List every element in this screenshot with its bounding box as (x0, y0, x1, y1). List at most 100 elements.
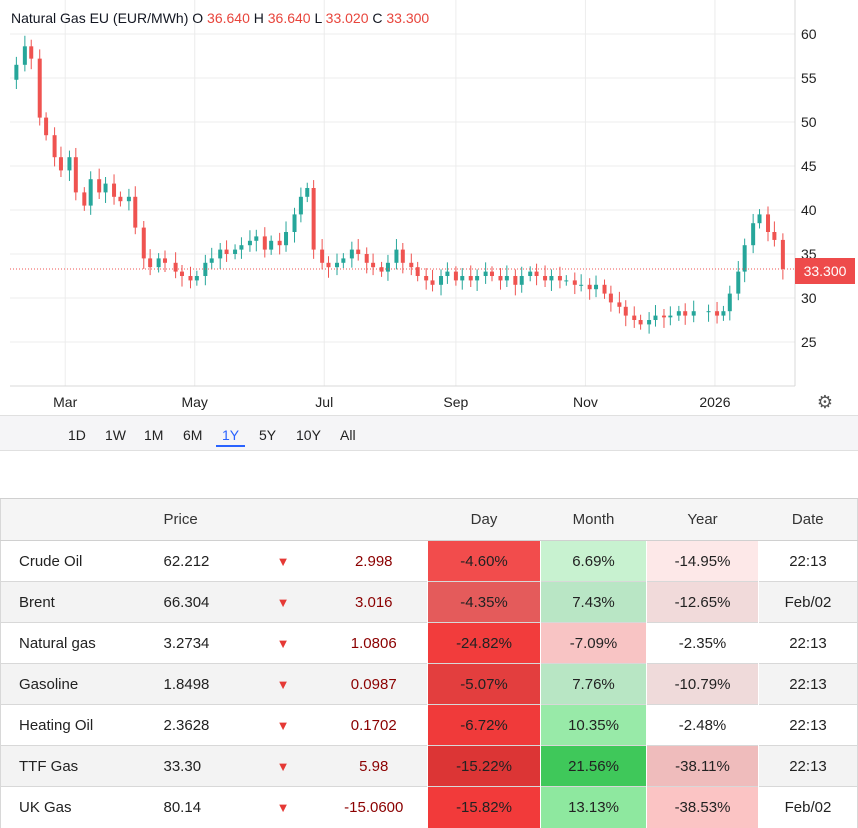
candle-body (118, 196, 123, 202)
range-6m[interactable]: 6M (183, 427, 203, 443)
table-row[interactable]: Gasoline 1.8498 ▼ 0.0987 -5.07% 7.76% -10.79% 2… (0, 663, 858, 705)
table-row[interactable]: Brent 66.304 ▼ 3.016 -4.35% 7.43% -12.65% Feb/0… (0, 581, 858, 623)
candle-body (534, 271, 539, 276)
y-tick-label: 55 (801, 70, 817, 86)
change-cell: 5.98 (320, 745, 428, 787)
candle-body (683, 311, 688, 316)
candle-body (617, 302, 622, 307)
header-arrow (245, 498, 321, 541)
down-arrow-icon: ▼ (245, 581, 321, 623)
x-tick-label: Mar (53, 394, 77, 410)
day-change-cell: -5.07% (427, 663, 541, 705)
high-value: 36.640 (267, 10, 311, 26)
change-cell: 3.016 (320, 581, 428, 623)
month-change-cell: -7.09% (540, 622, 647, 664)
month-change-cell: 13.13% (540, 786, 647, 828)
low-label: L (314, 10, 322, 26)
candle-body (341, 258, 346, 263)
candle-body (691, 311, 696, 316)
last-price-tag: 33.300 (795, 258, 855, 284)
candle-body (88, 179, 93, 206)
candle-body (780, 239, 785, 269)
open-label: O (192, 10, 204, 26)
day-change-cell: -15.82% (427, 786, 541, 828)
candle-body (727, 293, 732, 312)
candle-body (14, 64, 19, 80)
commodities-table: Price Day Month Year Date Crude Oil 62.21… (0, 498, 858, 828)
y-tick-label: 40 (801, 202, 817, 218)
range-10y[interactable]: 10Y (296, 427, 321, 443)
down-arrow-icon: ▼ (245, 704, 321, 746)
commodities-table-wrap: Price Day Month Year Date Crude Oil 62.21… (0, 498, 858, 828)
ohlc-legend: Natural Gas EU (EUR/MWh) O 36.640 H 36.6… (11, 10, 429, 26)
year-change-cell: -10.79% (646, 663, 759, 705)
candle-body (772, 232, 777, 240)
candle-body (22, 46, 27, 65)
candle-body (715, 311, 720, 316)
x-tick-label: Sep (443, 394, 468, 410)
candle-body (742, 245, 747, 272)
commodity-name: TTF Gas (0, 745, 146, 787)
date-cell: 22:13 (758, 622, 858, 664)
candle-body (371, 262, 376, 268)
candle-body (133, 196, 138, 228)
y-tick-label: 60 (801, 26, 817, 42)
year-change-cell: -12.65% (646, 581, 759, 623)
change-cell: 2.998 (320, 540, 428, 582)
candle-body (292, 214, 297, 232)
candle-body (126, 196, 131, 202)
candle-body (262, 236, 267, 250)
price-cell: 2.3628 (145, 704, 246, 746)
price-cell: 3.2734 (145, 622, 246, 664)
candle-body (218, 249, 223, 259)
down-arrow-icon: ▼ (245, 622, 321, 664)
commodity-name: UK Gas (0, 786, 146, 828)
candle-body (269, 240, 274, 250)
x-tick-label: Jul (315, 394, 333, 410)
range-selector: 1D 1W 1M 6M 1Y 5Y 10Y All (0, 415, 858, 451)
date-cell: 22:13 (758, 540, 858, 582)
low-value: 33.020 (325, 10, 369, 26)
price-chart[interactable]: 25 30 35 40 45 50 55 60 Mar May Jul Sep Nov 2026 Natu… (0, 0, 858, 451)
range-all[interactable]: All (340, 427, 356, 443)
header-day: Day (427, 498, 541, 541)
table-row[interactable]: Crude Oil 62.212 ▼ 2.998 -4.60% 6.69% -14.95% 2… (0, 540, 858, 582)
price-cell: 62.212 (145, 540, 246, 582)
candle-body (475, 276, 480, 281)
candle-body (424, 276, 429, 281)
candle-body (453, 271, 458, 281)
close-label: C (372, 10, 383, 26)
header-date: Date (758, 498, 858, 541)
gear-icon[interactable]: ⚙ (816, 392, 834, 412)
candle-body (489, 271, 494, 276)
table-row[interactable]: TTF Gas 33.30 ▼ 5.98 -15.22% 21.56% -38.11% 22:… (0, 745, 858, 787)
y-tick-label: 25 (801, 334, 817, 350)
table-row[interactable]: Heating Oil 2.3628 ▼ 0.1702 -6.72% 10.35% -2.4… (0, 704, 858, 746)
candle-body (97, 179, 102, 193)
price-cell: 66.304 (145, 581, 246, 623)
table-row[interactable]: Natural gas 3.2734 ▼ 1.0806 -24.82% -7.09% -2.… (0, 622, 858, 664)
month-change-cell: 6.69% (540, 540, 647, 582)
candle-body (326, 262, 331, 268)
y-tick-label: 45 (801, 158, 817, 174)
candle-body (233, 249, 238, 254)
range-1y[interactable]: 1Y (216, 425, 246, 447)
x-tick-label: 2026 (699, 394, 730, 410)
candle-body (334, 262, 339, 268)
price-cell: 33.30 (145, 745, 246, 787)
year-change-cell: -2.35% (646, 622, 759, 664)
range-5y[interactable]: 5Y (259, 427, 277, 443)
range-1d[interactable]: 1D (68, 427, 86, 443)
x-tick-label: May (181, 394, 207, 410)
candle-body (549, 276, 554, 281)
candle-body (320, 249, 325, 263)
open-value: 36.640 (207, 10, 250, 26)
candle-body (148, 258, 153, 268)
day-change-cell: -15.22% (427, 745, 541, 787)
range-1m[interactable]: 1M (144, 427, 164, 443)
range-1w[interactable]: 1W (105, 427, 126, 443)
candle-body (305, 188, 310, 197)
table-row[interactable]: UK Gas 80.14 ▼ -15.0600 -15.82% 13.13% -38.53%… (0, 786, 858, 828)
candle-body (572, 280, 577, 285)
